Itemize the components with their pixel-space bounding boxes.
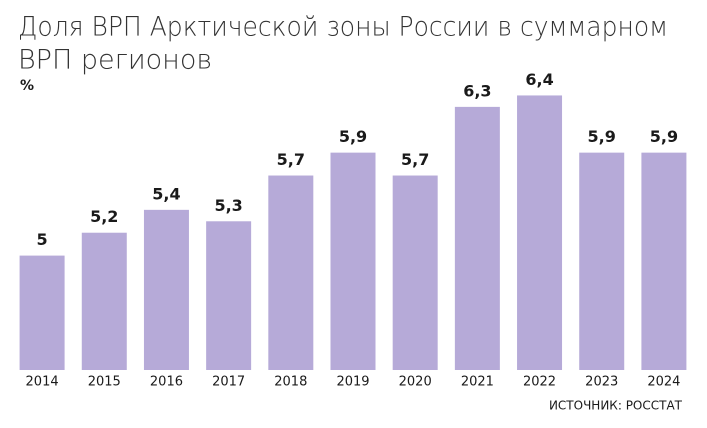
value-label: 5,2 bbox=[90, 207, 118, 226]
bar bbox=[392, 175, 438, 370]
bar bbox=[579, 152, 625, 370]
value-label: 5,9 bbox=[650, 127, 678, 146]
bar bbox=[206, 221, 252, 370]
value-label: 5,7 bbox=[277, 150, 305, 169]
x-tick-label: 2015 bbox=[88, 375, 121, 390]
x-tick-label: 2016 bbox=[150, 375, 183, 390]
x-tick-label: 2017 bbox=[212, 375, 245, 390]
x-tick-label: 2019 bbox=[336, 375, 369, 390]
x-tick-label: 2024 bbox=[647, 375, 680, 390]
x-tick-label: 2020 bbox=[399, 375, 432, 390]
bar bbox=[517, 95, 563, 370]
value-label: 5 bbox=[37, 230, 48, 249]
unit-label: % bbox=[20, 78, 34, 94]
bar bbox=[454, 106, 500, 370]
x-tick-label: 2018 bbox=[274, 375, 307, 390]
value-label: 6,4 bbox=[525, 70, 553, 89]
x-tick-label: 2014 bbox=[26, 375, 59, 390]
x-tick-label: 2021 bbox=[461, 375, 494, 390]
bar bbox=[330, 152, 376, 370]
bar bbox=[81, 232, 127, 370]
bar bbox=[268, 175, 314, 370]
bar bbox=[641, 152, 687, 370]
chart-title: Доля ВРП Арктической зоны России в сумма… bbox=[18, 12, 668, 43]
chart-title: ВРП регионов bbox=[18, 45, 212, 76]
value-label: 5,9 bbox=[339, 127, 367, 146]
value-label: 5,9 bbox=[588, 127, 616, 146]
value-label: 6,3 bbox=[463, 81, 491, 100]
bar bbox=[143, 209, 189, 370]
value-label: 5,7 bbox=[401, 150, 429, 169]
x-tick-label: 2022 bbox=[523, 375, 556, 390]
source: ИСТОЧНИК: РОССТАТ bbox=[549, 399, 683, 413]
value-label: 5,4 bbox=[152, 184, 180, 203]
value-label: 5,3 bbox=[214, 196, 242, 215]
bar bbox=[19, 255, 65, 370]
x-tick-label: 2023 bbox=[585, 375, 618, 390]
